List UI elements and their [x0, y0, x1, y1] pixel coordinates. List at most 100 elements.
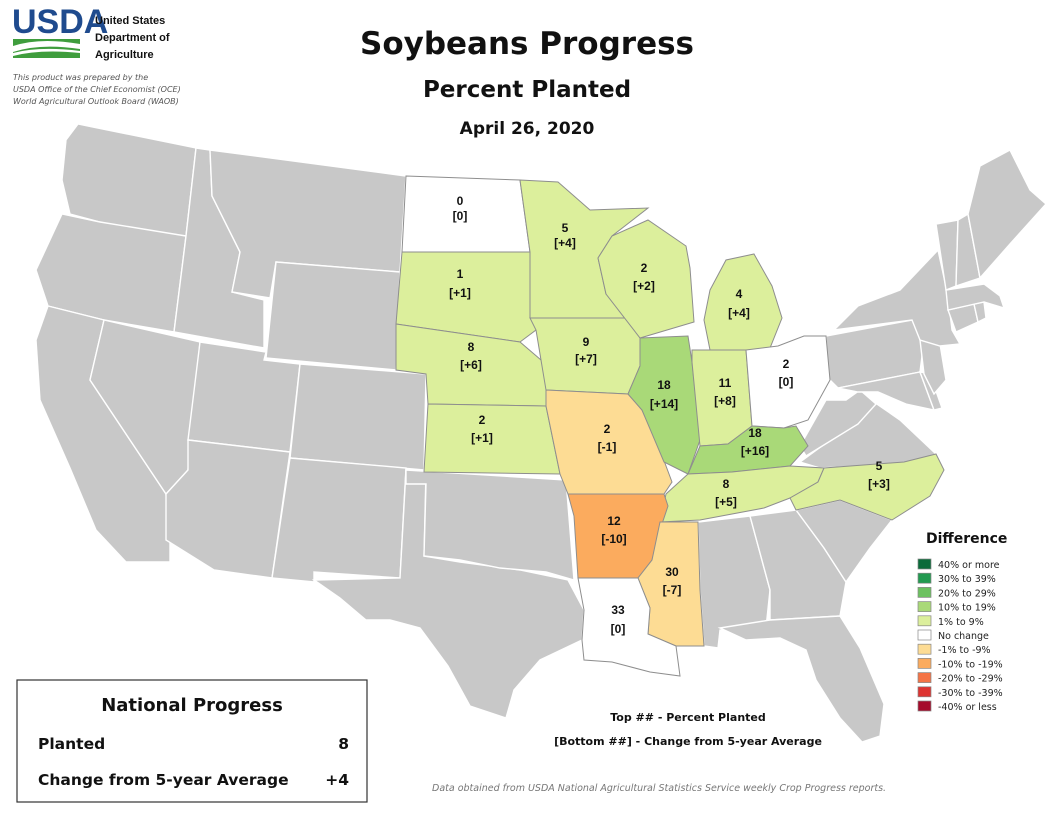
reporting-states [395, 175, 945, 677]
map-subtitle: Percent Planted [423, 77, 631, 103]
state-value-ks: 2 [479, 413, 486, 427]
label-key: Top ## - Percent Planted [Bottom ##] - C… [554, 711, 822, 748]
state-or [35, 213, 187, 333]
state-ok [405, 469, 575, 581]
state-wv [799, 389, 877, 457]
legend-swatch [917, 572, 932, 584]
state-value-wi: 2 [641, 261, 648, 275]
state-value-ne: 8 [468, 340, 475, 354]
legend-swatch [917, 686, 932, 698]
difference-legend: Difference 40% or more 30% to 39% 20% to 2… [917, 531, 1007, 713]
map-title: Soybeans Progress [360, 26, 694, 62]
prepared-line-1: This product was prepared by the [13, 73, 148, 82]
planted-label: Planted [38, 735, 105, 753]
state-value-mi: 4 [736, 287, 743, 301]
state-az [165, 439, 291, 579]
state-change-la: [0] [611, 622, 626, 636]
state-change-ks: [+1] [471, 431, 493, 445]
state-change-il: [+14] [650, 397, 678, 411]
state-fl [717, 615, 885, 743]
state-value-ar: 12 [607, 514, 621, 528]
national-progress-title: National Progress [101, 695, 283, 716]
state-change-wi: [+2] [633, 279, 655, 293]
agency-line-2: Department of [95, 32, 170, 44]
non-reporting-states [35, 123, 1047, 743]
prepared-line-2: USDA Office of the Chief Economist (OCE) [13, 85, 181, 94]
state-value-nc: 5 [876, 459, 883, 473]
state-value-nd: 0 [457, 194, 464, 208]
state-value-ms: 30 [665, 565, 679, 579]
state-mi[interactable] [703, 253, 783, 351]
legend-swatch [917, 643, 932, 655]
state-value-in: 11 [719, 376, 732, 390]
state-nm [271, 457, 407, 583]
prepared-by-note: This product was prepared by the USDA Of… [13, 73, 181, 106]
state-value-la: 33 [611, 603, 625, 617]
state-me [967, 149, 1047, 280]
usda-logo: USDA [12, 3, 108, 58]
state-value-tn: 8 [723, 477, 730, 491]
legend-label: -40% or less [938, 702, 997, 713]
state-la[interactable] [577, 577, 681, 677]
legend-label: -10% to -19% [938, 659, 1003, 670]
usda-logo-text: USDA [12, 3, 108, 41]
state-labels: 0 [0] 5 [+4] 1 [+1] 2 [+2] 4 [+4] 8 [+6]… [449, 194, 890, 636]
agency-line-3: Agriculture [95, 49, 154, 61]
legend-swatch [917, 672, 932, 683]
legend-label: -30% to -39% [938, 688, 1003, 699]
legend-label: -1% to -9% [938, 645, 991, 656]
legend-label: 1% to 9% [938, 617, 984, 628]
state-value-sd: 1 [457, 267, 464, 281]
state-change-nd: [0] [453, 209, 468, 223]
state-wi[interactable] [597, 219, 695, 339]
legend-title: Difference [926, 531, 1007, 547]
state-value-il: 18 [657, 378, 671, 392]
legend-swatch [917, 615, 932, 627]
legend-swatch [917, 558, 932, 570]
state-il[interactable] [627, 335, 701, 475]
state-change-ms: [-7] [663, 583, 682, 597]
state-change-oh: [0] [779, 375, 794, 389]
legend-swatch [917, 700, 932, 712]
source-note: Data obtained from USDA National Agricul… [432, 783, 886, 794]
state-wy [265, 261, 401, 371]
state-change-ne: [+6] [460, 358, 482, 372]
legend-label: 40% or more [938, 560, 1000, 571]
legend-label: 30% to 39% [938, 574, 996, 585]
agency-line-1: United States [95, 15, 165, 27]
state-ny [832, 248, 962, 347]
state-sd[interactable] [395, 251, 537, 343]
state-change-ia: [+7] [575, 352, 597, 366]
key-line-1: Top ## - Percent Planted [610, 711, 766, 724]
state-value-ky: 18 [748, 426, 762, 440]
legend-swatch [917, 629, 932, 641]
state-change-mo: [-1] [598, 440, 617, 454]
state-change-mi: [+4] [728, 306, 750, 320]
agency-name: United States Department of Agriculture [95, 15, 170, 61]
planted-value: 8 [338, 735, 349, 753]
state-change-nc: [+3] [868, 477, 890, 491]
legend-label: 20% to 29% [938, 588, 996, 599]
legend-label: 10% to 19% [938, 603, 996, 614]
map-date: April 26, 2020 [460, 119, 595, 139]
state-value-ia: 9 [583, 335, 590, 349]
legend-swatch [917, 601, 932, 612]
state-value-mn: 5 [562, 221, 569, 235]
state-change-ar: [-10] [601, 532, 626, 546]
state-change-mn: [+4] [554, 236, 576, 250]
state-change-ky: [+16] [741, 444, 769, 458]
change-value: +4 [325, 771, 349, 789]
key-line-2: [Bottom ##] - Change from 5-year Average [554, 735, 822, 748]
legend-label: -20% to -29% [938, 674, 1003, 685]
legend-label: No change [938, 631, 989, 642]
legend-swatch [917, 658, 932, 669]
legend-swatch [917, 587, 932, 598]
state-co [289, 363, 427, 471]
state-nc[interactable] [789, 453, 945, 521]
prepared-line-3: World Agricultural Outlook Board (WAOB) [13, 97, 179, 106]
state-tx [311, 469, 585, 719]
national-progress-box: National Progress Planted 8 Change from … [16, 679, 368, 803]
legend-items: 40% or more 30% to 39% 20% to 29% 10% to 19… [917, 558, 1003, 713]
